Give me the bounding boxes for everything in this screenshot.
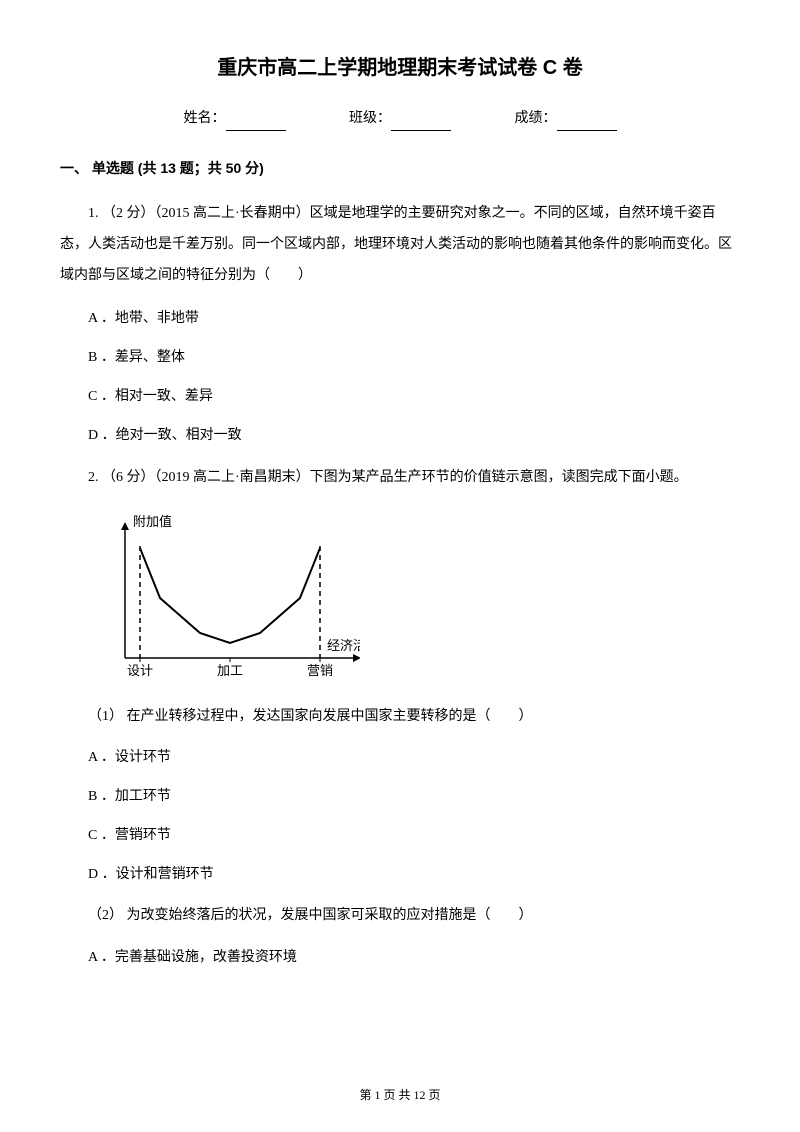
svg-text:营销: 营销 bbox=[307, 663, 333, 678]
q2-s1-option-a: A ．设计环节 bbox=[60, 745, 740, 770]
q2-sub1: （1） 在产业转移过程中，发达国家向发展中国家主要转移的是（ ） bbox=[60, 704, 740, 729]
page-footer: 第 1 页 共 12 页 bbox=[0, 1085, 800, 1107]
q2-s1-option-d: D ．设计和营销环节 bbox=[60, 862, 740, 887]
name-blank bbox=[226, 130, 286, 131]
name-field: 姓名： bbox=[184, 106, 286, 131]
info-row: 姓名： 班级： 成绩： bbox=[60, 106, 740, 131]
question-2: 2. （6 分）（2019 高二上·南昌期末）下图为某产品生产环节的价值链示意图… bbox=[60, 463, 740, 494]
class-blank bbox=[391, 130, 451, 131]
q2-s1-option-b: B ．加工环节 bbox=[60, 784, 740, 809]
svg-text:加工: 加工 bbox=[217, 663, 243, 678]
name-label: 姓名： bbox=[184, 111, 226, 126]
score-field: 成绩： bbox=[515, 106, 617, 131]
q1-option-b: B ．差异、整体 bbox=[60, 345, 740, 370]
class-field: 班级： bbox=[349, 106, 451, 131]
chart-svg: 附加值经济活动设计 加工 营销 bbox=[100, 508, 360, 678]
q2-s1-option-c: C ．营销环节 bbox=[60, 823, 740, 848]
section-heading: 一、 单选题 (共 13 题；共 50 分) bbox=[60, 156, 740, 181]
q2-s2-option-a: A ．完善基础设施，改善投资环境 bbox=[60, 945, 740, 970]
q2-sub2: （2） 为改变始终落后的状况，发展中国家可采取的应对措施是（ ） bbox=[60, 903, 740, 928]
class-label: 班级： bbox=[349, 111, 391, 126]
q1-option-d: D ．绝对一致、相对一致 bbox=[60, 423, 740, 448]
svg-text:经济活动: 经济活动 bbox=[327, 638, 360, 653]
page-title: 重庆市高二上学期地理期末考试试卷 C 卷 bbox=[60, 50, 740, 86]
value-chain-chart: 附加值经济活动设计 加工 营销 bbox=[100, 508, 740, 687]
question-1: 1. （2 分）（2015 高二上·长春期中）区域是地理学的主要研究对象之一。不… bbox=[60, 199, 740, 291]
q1-option-a: A ．地带、非地带 bbox=[60, 306, 740, 331]
q1-option-c: C ．相对一致、差异 bbox=[60, 384, 740, 409]
svg-text:附加值: 附加值 bbox=[133, 514, 172, 529]
svg-text:设计: 设计 bbox=[127, 663, 153, 678]
score-label: 成绩： bbox=[515, 111, 557, 126]
score-blank bbox=[557, 130, 617, 131]
